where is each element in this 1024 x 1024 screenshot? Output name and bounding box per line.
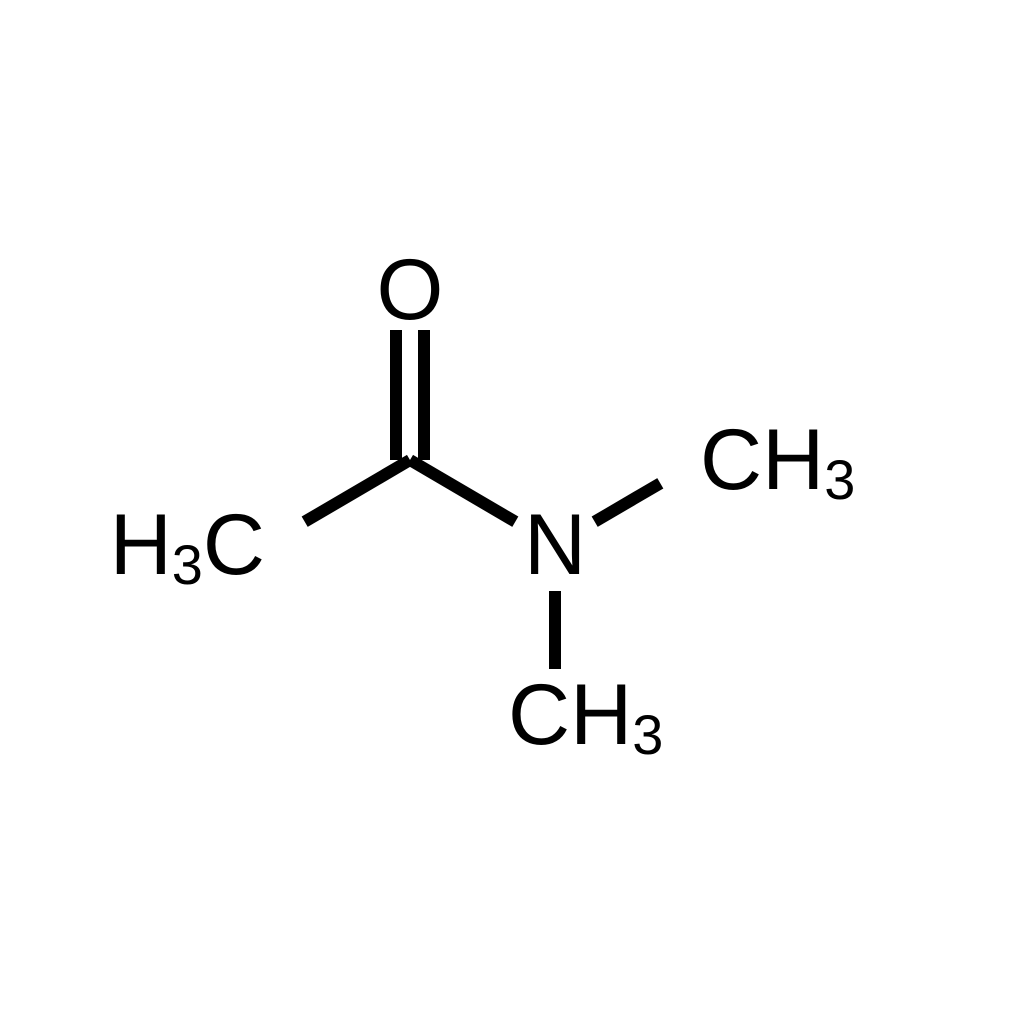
bond: [410, 460, 515, 522]
atom-label-C_methylL: H3C: [110, 497, 265, 595]
atom-label-C_methylD: CH3: [508, 667, 663, 765]
bond: [305, 460, 410, 522]
chemical-structure-diagram: O H3C N CH3 CH3: [0, 0, 1024, 1024]
atom-label-N: N: [524, 497, 586, 593]
atom-label-O: O: [377, 242, 444, 338]
bond: [595, 483, 661, 521]
atom-label-C_methylR: CH3: [700, 412, 855, 510]
